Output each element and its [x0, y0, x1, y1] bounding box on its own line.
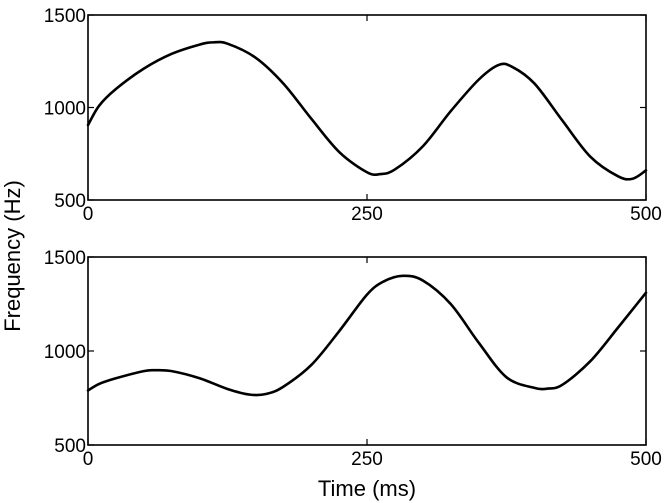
bottom-x-tick-label: 500	[630, 449, 662, 470]
bottom-plot-frame	[87, 256, 647, 446]
top-y-tick-label: 500	[54, 191, 86, 212]
bottom-x-tick-label: 0	[83, 449, 94, 470]
bottom-y-tick-label: 1500	[44, 248, 86, 269]
top-x-tick-label: 250	[351, 204, 383, 225]
top-panel: 0 250 500 500 1000 1500	[44, 6, 662, 225]
bottom-x-tick-label: 250	[351, 449, 383, 470]
top-x-tick-label: 0	[83, 204, 94, 225]
x-axis-label: Time (ms)	[318, 476, 416, 501]
top-y-tick-label: 1000	[44, 99, 86, 120]
top-x-tick-label: 500	[630, 204, 662, 225]
bottom-series-line	[86, 274, 648, 397]
bottom-panel: 0 250 500 500 1000 1500	[44, 248, 662, 470]
bottom-y-tick-label: 500	[54, 436, 86, 457]
y-axis-label: Frequency (Hz)	[0, 180, 25, 332]
top-y-tick-label: 1500	[44, 6, 86, 27]
bottom-y-tick-label: 1000	[44, 342, 86, 363]
top-series-line	[86, 40, 648, 181]
